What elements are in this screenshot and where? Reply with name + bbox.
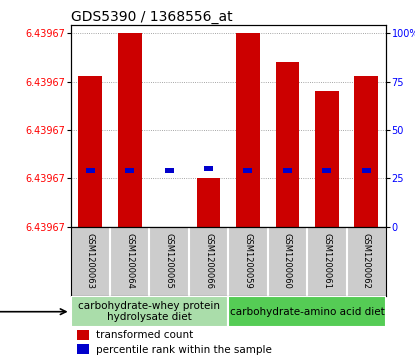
Bar	[228, 296, 386, 327]
Bar	[315, 91, 339, 227]
Text: GSM1200064: GSM1200064	[125, 233, 134, 289]
Text: GSM1200063: GSM1200063	[86, 233, 95, 289]
Text: GSM1200062: GSM1200062	[362, 233, 371, 289]
Bar	[125, 168, 134, 173]
Bar	[86, 168, 95, 173]
Bar	[322, 168, 331, 173]
Text: carbohydrate-whey protein
hydrolysate diet: carbohydrate-whey protein hydrolysate di…	[78, 301, 220, 322]
Bar	[244, 168, 252, 173]
Bar	[204, 166, 213, 171]
Text: GSM1200065: GSM1200065	[165, 233, 173, 289]
Bar	[118, 33, 142, 227]
Bar	[77, 330, 90, 340]
Text: percentile rank within the sample: percentile rank within the sample	[96, 344, 272, 355]
Bar	[276, 62, 299, 227]
Bar	[197, 178, 220, 227]
Text: GDS5390 / 1368556_at: GDS5390 / 1368556_at	[71, 11, 232, 24]
Bar	[78, 76, 102, 227]
Bar	[354, 76, 378, 227]
Text: transformed count: transformed count	[96, 330, 193, 340]
Text: carbohydrate-amino acid diet: carbohydrate-amino acid diet	[230, 307, 384, 317]
Text: GSM1200060: GSM1200060	[283, 233, 292, 289]
Text: GSM1200061: GSM1200061	[322, 233, 331, 289]
Text: GSM1200066: GSM1200066	[204, 233, 213, 289]
Bar	[236, 33, 260, 227]
Bar	[165, 168, 173, 173]
Bar	[77, 344, 90, 354]
Bar	[362, 168, 371, 173]
Bar	[71, 296, 228, 327]
Bar	[283, 168, 292, 173]
Text: GSM1200059: GSM1200059	[244, 233, 252, 289]
